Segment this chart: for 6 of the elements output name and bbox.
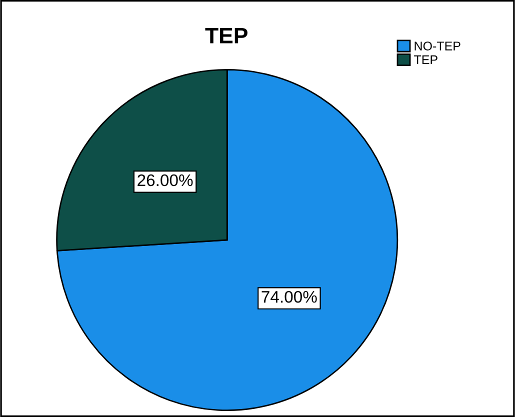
chart-title: TEP — [205, 28, 248, 44]
legend-label: NO-TEP — [414, 42, 460, 50]
data-label: 26.00% — [138, 174, 193, 186]
pie-slice — [56, 68, 398, 411]
legend-label: TEP — [414, 55, 438, 64]
data-label: 74.00% — [262, 290, 317, 303]
